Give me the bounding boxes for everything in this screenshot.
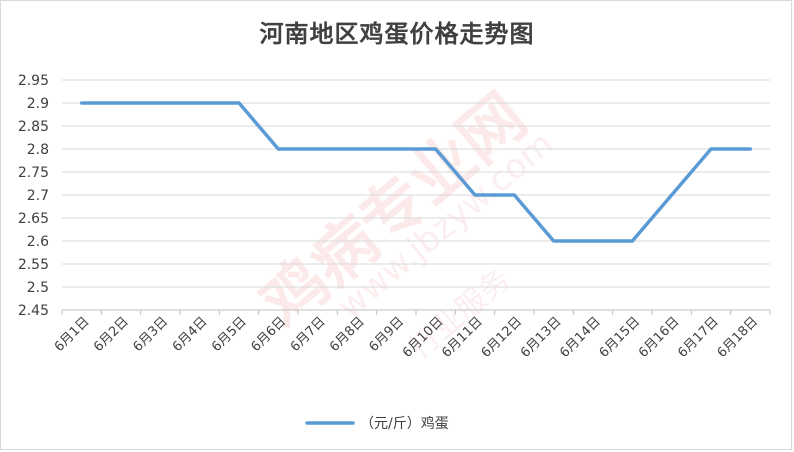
x-tick-label: 6月13日 [518, 314, 565, 361]
x-tick-label: 6月8日 [327, 314, 368, 355]
x-tick-label: 6月4日 [170, 314, 211, 355]
series-layer [79, 101, 753, 243]
x-tick-label: 6月5日 [209, 314, 250, 355]
y-tick-label: 2.7 [27, 188, 49, 204]
data-point [355, 147, 359, 151]
data-point [276, 147, 280, 151]
x-tick-label: 6月16日 [636, 314, 683, 361]
x-tick-label: 6月17日 [675, 314, 722, 361]
y-tick-label: 2.85 [18, 119, 49, 135]
data-point [591, 239, 595, 243]
x-tick-label: 6月14日 [557, 314, 604, 361]
data-point [709, 147, 713, 151]
y-tick-label: 2.55 [18, 257, 49, 273]
x-tick-label: 6月2日 [91, 314, 132, 355]
data-point [512, 193, 516, 197]
x-tick-label: 6月15日 [597, 314, 644, 361]
data-point [198, 101, 202, 105]
y-tick-label: 2.5 [27, 280, 49, 296]
data-point [670, 193, 674, 197]
data-point [80, 101, 84, 105]
data-point [473, 193, 477, 197]
y-tick-label: 2.6 [27, 234, 49, 250]
data-point [237, 101, 241, 105]
x-tick-label: 6月3日 [130, 314, 171, 355]
y-tick-label: 2.95 [18, 73, 49, 89]
legend-label: （元/斤）鸡蛋 [360, 415, 449, 432]
y-tick-label: 2.8 [27, 142, 49, 158]
y-tick-label: 2.9 [27, 96, 49, 112]
data-point [552, 239, 556, 243]
x-tick-label: 6月18日 [715, 314, 762, 361]
data-point [119, 101, 123, 105]
legend: （元/斤）鸡蛋 [305, 415, 449, 432]
x-tick-label: 6月12日 [479, 314, 526, 361]
y-tick-label: 2.65 [18, 211, 49, 227]
x-tick-label: 6月1日 [52, 314, 93, 355]
x-tick-label: 6月6日 [248, 314, 289, 355]
y-axis: 2.45 2.5 2.55 2.6 2.65 2.7 2.75 2.8 2.85 2.9 2.95 [18, 73, 49, 319]
series-line [79, 101, 753, 243]
data-point [630, 239, 634, 243]
chart-title: 河南地区鸡蛋价格走势图 [259, 20, 535, 48]
data-point [316, 147, 320, 151]
data-point [394, 147, 398, 151]
data-point [434, 147, 438, 151]
y-tick-label: 2.45 [18, 303, 49, 319]
y-tick-label: 2.75 [18, 165, 49, 181]
data-point [748, 147, 752, 151]
data-point [158, 101, 162, 105]
